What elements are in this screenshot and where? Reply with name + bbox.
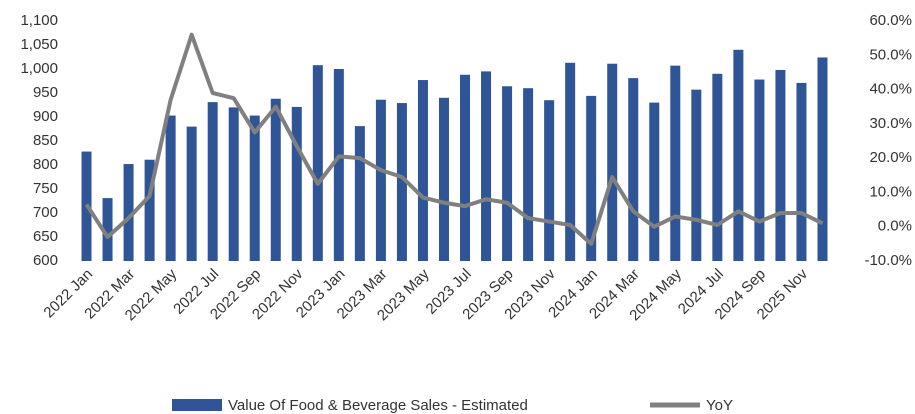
bar [481,71,492,262]
bar [123,164,134,261]
y-tick-label: 600 [33,252,58,269]
bar [207,102,218,262]
bar [144,159,155,261]
y-tick-label: 950 [33,84,58,101]
bar [628,78,639,262]
bar [460,74,471,261]
bar [438,97,449,261]
y2-tick-label: -10.0% [864,252,912,269]
bar [165,115,176,261]
bar [586,95,597,261]
bar [796,82,807,261]
y2-tick-label: 60.0% [869,12,912,29]
y-tick-label: 750 [33,180,58,197]
bar [712,73,723,261]
bar [291,106,302,261]
y-tick-label: 650 [33,228,58,245]
bar [754,79,765,261]
bar [312,65,323,261]
bar [775,69,786,262]
legend-label: Value Of Food & Beverage Sales - Estimat… [228,397,528,414]
bar [733,49,744,261]
y2-tick-label: 50.0% [869,46,912,63]
y-tick-label: 700 [33,204,58,221]
bar [333,69,344,261]
y-tick-label: 800 [33,156,58,173]
y2-tick-label: 20.0% [869,149,912,166]
bar [607,63,618,261]
yoy-line [84,32,824,246]
bar [396,103,407,261]
bar [270,98,281,261]
y-tick-label: 1,000 [20,60,58,77]
bar [354,126,365,262]
bar [249,115,260,261]
legend-swatch [172,399,222,411]
y-tick-label: 900 [33,108,58,125]
y2-tick-label: 10.0% [869,183,912,200]
y2-tick-label: 40.0% [869,81,912,98]
bar [523,88,534,261]
bar [817,57,828,262]
y-tick-label: 1,100 [20,12,58,29]
legend-label: YoY [706,397,733,414]
bar [417,80,428,261]
bar [228,107,239,262]
y-tick-label: 1,050 [20,36,58,53]
bar [375,99,386,261]
y2-tick-label: 0.0% [878,218,912,235]
y2-tick-label: 30.0% [869,115,912,132]
bar [565,62,576,262]
bar [691,89,702,261]
bar [649,102,660,261]
bar [670,65,681,261]
y-tick-label: 850 [33,132,58,149]
bar [102,198,113,261]
bar [502,86,513,261]
bar [186,126,197,261]
bar [544,100,555,261]
